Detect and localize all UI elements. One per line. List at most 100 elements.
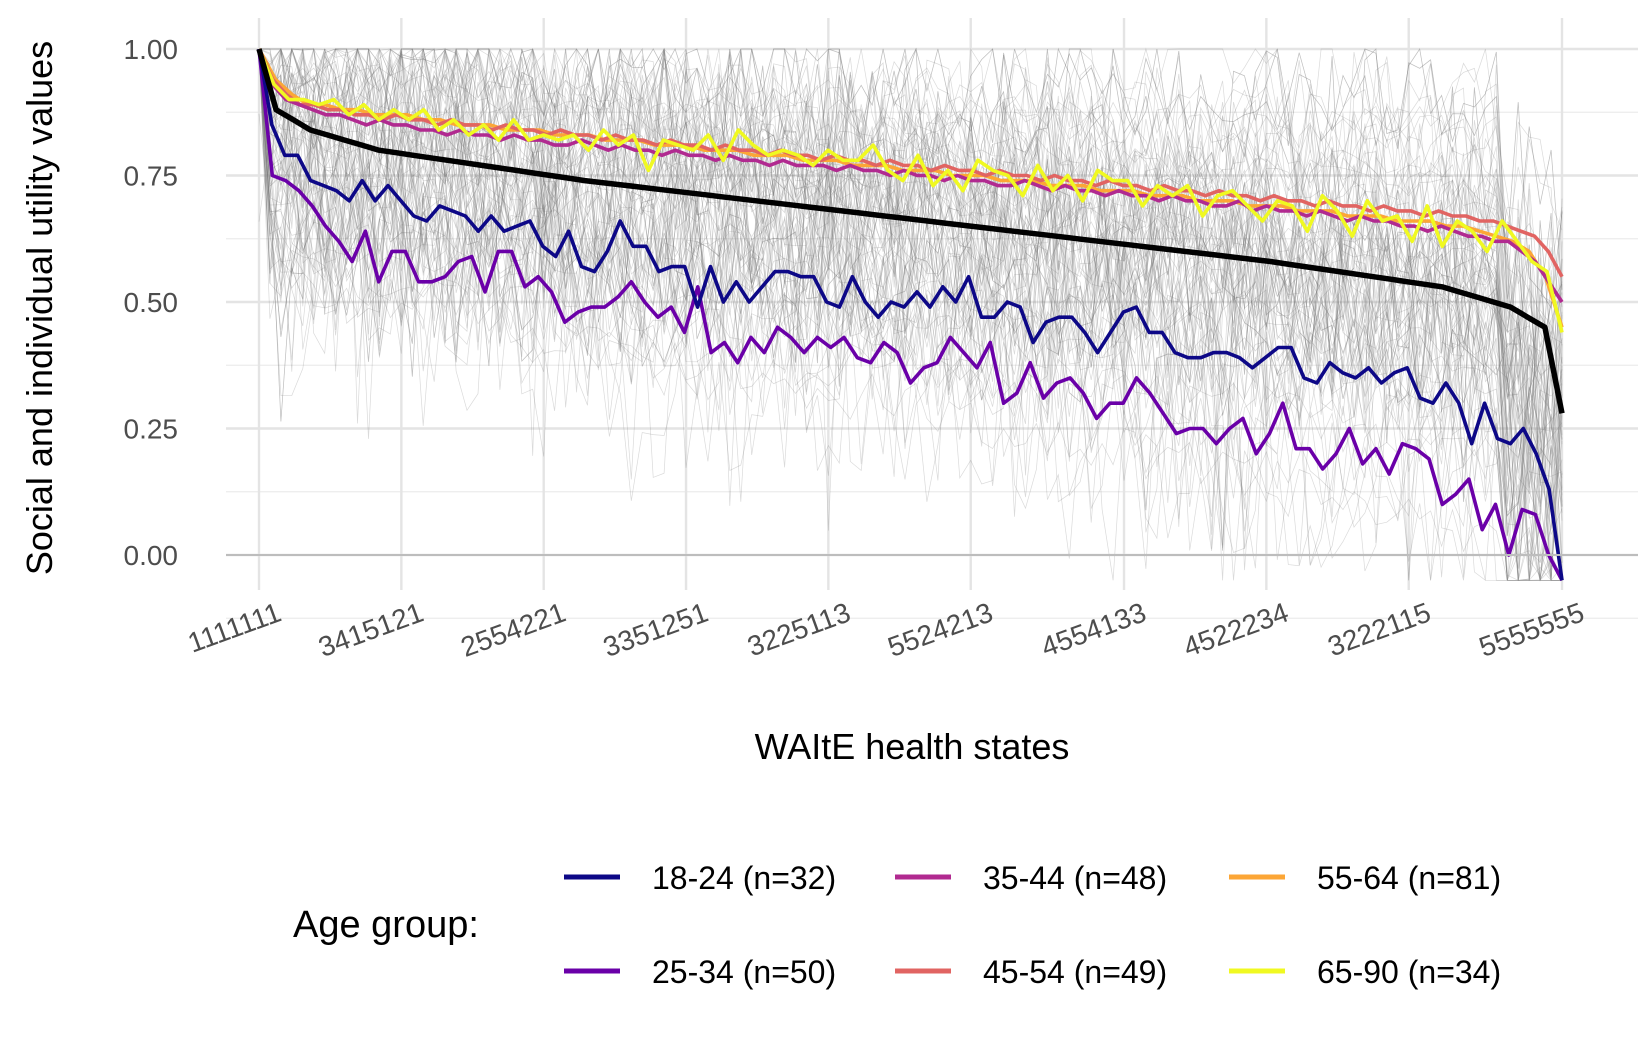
individual-line [258, 48, 1563, 451]
x-tick-label: 4554133 [1037, 597, 1150, 663]
individual-line [258, 48, 1563, 563]
individual-line [258, 47, 1563, 309]
individual-line [258, 48, 1563, 302]
individual-line [258, 48, 1563, 581]
individual-line [258, 48, 1563, 396]
x-tick-label: 5524213 [884, 597, 997, 663]
individual-line [258, 48, 1563, 581]
individual-line [258, 48, 1563, 335]
individual-line [258, 48, 1563, 581]
individual-line [258, 48, 1562, 581]
individual-line [258, 48, 1563, 535]
individual-line [258, 48, 1563, 581]
y-tick-label: 0.25 [124, 414, 179, 445]
individual-line [258, 48, 1562, 582]
individual-line [258, 47, 1563, 474]
individual-line [258, 48, 1563, 456]
individual-line [258, 48, 1563, 519]
x-tick-label: 2554221 [457, 597, 570, 663]
individual-line [258, 48, 1563, 581]
individual-line [258, 47, 1563, 494]
legend-label: 25-34 (n=50) [652, 954, 836, 990]
individual-line [258, 48, 1563, 563]
individual-line [258, 48, 1563, 477]
individual-line [258, 48, 1563, 581]
individual-line [258, 48, 1563, 581]
individual-line [258, 48, 1562, 581]
individual-line [258, 48, 1563, 581]
individual-line [258, 48, 1563, 581]
y-axis-title: Social and individual utility values [19, 41, 60, 575]
series-line-25-34 [257, 48, 1564, 582]
individual-line [258, 48, 1563, 529]
individual-line [259, 48, 1563, 504]
individual-line [258, 48, 1563, 582]
individual-line [258, 48, 1563, 566]
x-tick-label: 3225113 [743, 597, 854, 663]
series-line-overall [256, 48, 1565, 414]
y-tick-label: 1.00 [124, 34, 179, 65]
individual-line [258, 47, 1563, 514]
individual-line [258, 48, 1563, 581]
legend-label: 65-90 (n=34) [1317, 954, 1501, 990]
individual-line [259, 47, 1563, 571]
individual-line [258, 48, 1563, 444]
individual-line [258, 48, 1563, 478]
individual-line [258, 48, 1563, 581]
individual-line [258, 47, 1563, 300]
individual-line [258, 47, 1563, 469]
individual-line [258, 47, 1563, 506]
individual-line [258, 48, 1563, 581]
individual-line [258, 47, 1563, 427]
individual-line [258, 48, 1563, 582]
legend-label: 18-24 (n=32) [652, 860, 836, 896]
series-line-65-90 [257, 48, 1564, 333]
x-tick-label: 1111111 [184, 597, 285, 659]
individual-line [258, 69, 1562, 581]
individual-line [258, 48, 1563, 448]
individual-line [258, 48, 1563, 459]
individual-line [258, 48, 1563, 458]
x-axis-title: WAItE health states [755, 726, 1070, 767]
legend-label: 55-64 (n=81) [1317, 860, 1501, 896]
individual-line [258, 47, 1563, 300]
age-group-series [256, 48, 1565, 582]
individual-line [258, 48, 1563, 405]
x-tick-label: 3415121 [314, 597, 427, 663]
individual-line [258, 48, 1563, 436]
individual-line [258, 48, 1563, 451]
individual-line [258, 48, 1562, 581]
individual-line [258, 47, 1563, 536]
individual-line [258, 48, 1563, 404]
individual-line [258, 48, 1563, 581]
x-tick-label: 3351251 [599, 597, 712, 663]
individual-line [258, 47, 1563, 420]
individual-utility-lines [258, 47, 1563, 582]
individual-line [258, 48, 1563, 443]
x-tick-label: 4522234 [1179, 597, 1292, 663]
individual-line [258, 48, 1563, 413]
legend-label: 45-54 (n=49) [983, 954, 1167, 990]
individual-line [258, 48, 1563, 550]
individual-line [258, 48, 1562, 581]
legend-label: 35-44 (n=48) [983, 860, 1167, 896]
individual-line [258, 48, 1563, 581]
individual-line [258, 48, 1563, 458]
individual-line [258, 48, 1563, 537]
individual-line [258, 47, 1563, 309]
legend: Age group: 18-24 (n=32) 25-34 (n=50) 35-44… [293, 860, 1501, 990]
x-tick-label: 3222115 [1324, 597, 1435, 663]
individual-line [259, 48, 1563, 466]
y-tick-label: 0.50 [124, 287, 179, 318]
series-line-18-24 [257, 48, 1564, 581]
individual-line [258, 48, 1562, 581]
individual-line [258, 48, 1563, 581]
individual-line [258, 48, 1563, 582]
individual-line [258, 48, 1563, 581]
y-tick-label: 0.00 [124, 540, 179, 571]
individual-line [258, 47, 1563, 494]
individual-line [258, 47, 1563, 536]
legend-title: Age group: [293, 904, 479, 946]
x-tick-label: 5555555 [1475, 597, 1588, 663]
